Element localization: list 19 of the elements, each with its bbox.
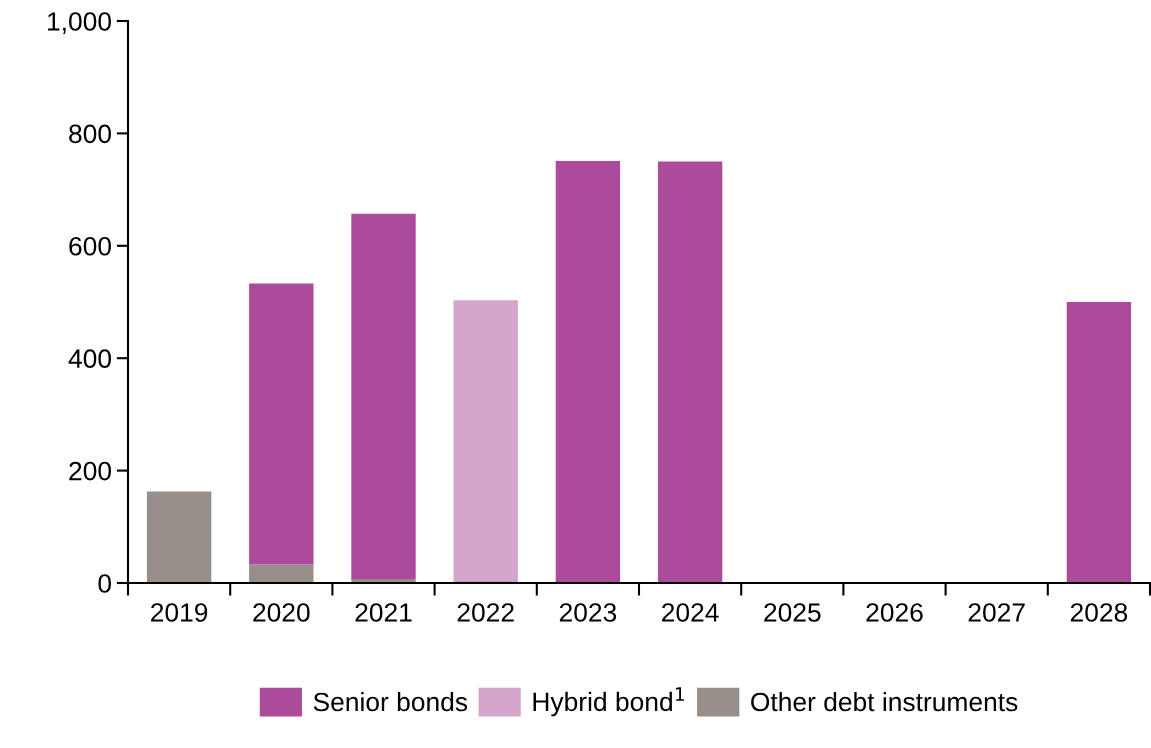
legend-label: Hybrid bond$^{1}$	[533, 687, 684, 717]
x-tick-label: 2025	[764, 603, 821, 622]
y-tick-label: 200	[69, 461, 111, 481]
legend-label: Senior bonds	[313, 691, 468, 712]
x-tick-label: 2022	[457, 603, 514, 622]
y-tick-label: 0	[98, 574, 111, 593]
x-tick-label: 2027	[968, 603, 1025, 622]
x-tick-label: 2020	[253, 603, 310, 622]
y-tick-label: 400	[68, 349, 111, 369]
x-tick-label: 2026	[866, 603, 923, 622]
x-tick-label: 2028	[1070, 603, 1128, 622]
legend-label: Other debt instruments	[751, 691, 1018, 712]
x-tick-label: 2023	[559, 603, 617, 622]
x-tick-label: 2019	[151, 603, 208, 622]
y-tick-label: 800	[69, 124, 111, 144]
y-tick-label: 600	[69, 236, 111, 256]
x-tick-label: 2024	[662, 603, 719, 622]
x-tick-label: 2021	[355, 603, 412, 622]
y-tick-label: 1,000	[48, 12, 111, 34]
